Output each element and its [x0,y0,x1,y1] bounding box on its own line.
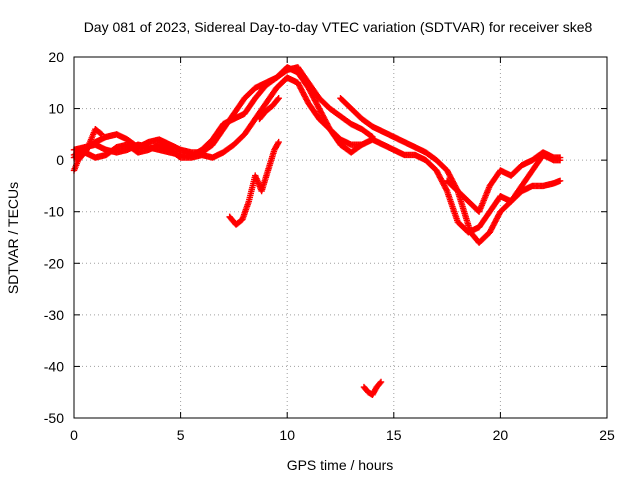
x-tick-label: 25 [599,427,615,443]
data-point [274,96,282,103]
y-tick-label: 10 [48,101,64,117]
data-point [274,140,282,147]
y-tick-label: 0 [56,152,64,168]
x-axis-label: GPS time / hours [287,457,394,473]
series-track-e [443,149,564,215]
x-tick-label: 0 [70,427,78,443]
series-track-c [70,74,564,236]
series-track-f [226,138,282,228]
series-track-g [256,95,282,123]
y-tick-label: -50 [44,410,64,426]
series-track-h [70,126,105,174]
data-point [98,131,105,138]
y-tick-label: -30 [44,307,64,323]
data-point [556,154,564,161]
data-point [443,186,450,193]
y-tick-label: 20 [48,49,64,65]
y-tick-label: -40 [44,358,64,374]
data-point [97,130,105,137]
y-axis-label: SDTVAR / TECUs [5,182,21,294]
chart-title: Day 081 of 2023, Sidereal Day-to-day VTE… [84,19,593,35]
data-point [377,378,385,386]
data-points [70,64,564,398]
y-tick-label: -20 [44,255,64,271]
data-point [275,95,282,102]
x-tick-label: 10 [279,427,295,443]
axis-ticks: 0 5 10 15 20 25 -50 -40 -30 -20 -10 0 10 20 [44,49,615,443]
data-point [376,379,384,387]
series-track-d [337,95,564,246]
y-tick-label: -10 [44,204,64,220]
data-point [275,138,282,146]
data-point [556,177,564,184]
x-tick-label: 20 [493,427,509,443]
grid-lines [74,57,607,418]
plot-frame [73,56,608,419]
x-tick-label: 5 [177,427,185,443]
x-tick-label: 15 [386,427,402,443]
series-track-i [360,378,385,398]
